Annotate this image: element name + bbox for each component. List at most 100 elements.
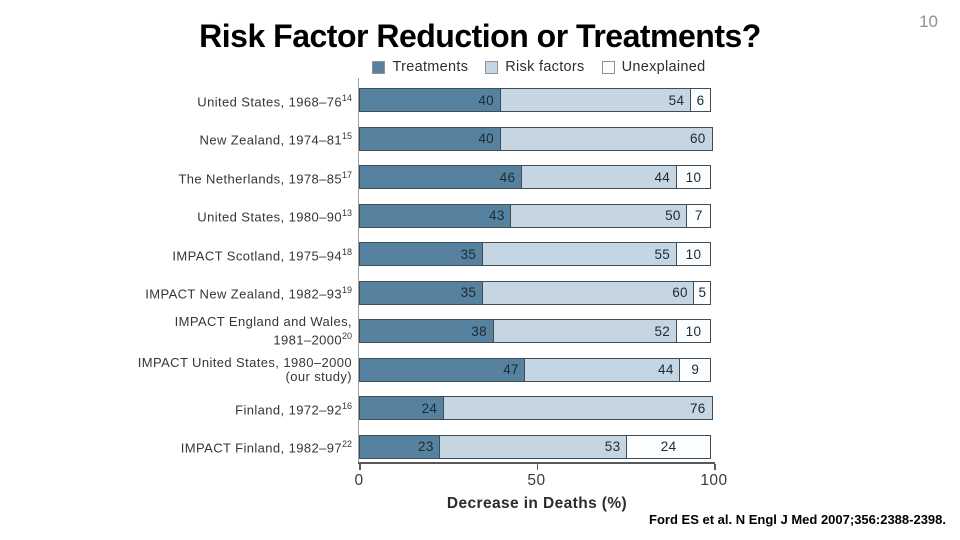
bar-segment-treatments: 40 bbox=[359, 88, 501, 112]
x-axis-tick-label: 50 bbox=[527, 472, 546, 489]
reference-superscript: 14 bbox=[341, 92, 352, 103]
bar-segment-treatments: 24 bbox=[359, 396, 445, 420]
row-label-line: United States, 1968–7614 bbox=[197, 92, 352, 110]
row-label: IMPACT New Zealand, 1982–9319 bbox=[22, 281, 352, 305]
bar-segment-risk-factors: 60 bbox=[499, 126, 713, 151]
segment-value: 47 bbox=[503, 362, 519, 377]
x-axis-title: Decrease in Deaths (%) bbox=[446, 495, 628, 512]
legend-swatch-icon bbox=[601, 60, 615, 74]
bar-segment-risk-factors: 52 bbox=[492, 319, 678, 343]
reference-superscript: 20 bbox=[341, 330, 352, 341]
segment-value: 60 bbox=[672, 285, 688, 300]
row-label: United States, 1980–9013 bbox=[22, 204, 352, 228]
bar-segment-risk-factors: 76 bbox=[442, 396, 713, 420]
bar-segment-risk-factors: 44 bbox=[520, 165, 678, 189]
bar-segment-unexplained: 6 bbox=[689, 88, 712, 112]
segment-value: 43 bbox=[489, 208, 505, 223]
segment-value: 10 bbox=[685, 169, 702, 185]
stacked-bar: 40 54 6 bbox=[359, 88, 714, 112]
segment-value: 5 bbox=[698, 285, 707, 300]
slide-title: Risk Factor Reduction or Treatments? bbox=[199, 18, 761, 54]
x-axis-line bbox=[358, 462, 715, 464]
chart-row: IMPACT England and Wales, 1981–200020 38 52… bbox=[0, 314, 960, 347]
legend-item-treatments: Treatments bbox=[372, 59, 468, 75]
stacked-bar: 24 76 bbox=[359, 396, 714, 420]
chart-legend: Treatments Risk factors Unexplained bbox=[349, 59, 729, 75]
chart-row: IMPACT Scotland, 1975–9418 35 55 10 bbox=[0, 242, 960, 266]
segment-value: 7 bbox=[694, 208, 703, 223]
legend-label: Unexplained bbox=[621, 59, 706, 75]
chart-row: IMPACT Finland, 1982–9722 23 53 24 bbox=[0, 434, 960, 459]
stacked-bar: 38 52 10 bbox=[359, 319, 714, 343]
row-label-line: Finland, 1972–9216 bbox=[235, 400, 352, 418]
bar-segment-unexplained: 24 bbox=[626, 434, 712, 459]
reference-superscript: 18 bbox=[341, 246, 352, 257]
legend-swatch-icon bbox=[372, 60, 386, 74]
bar-segment-unexplained: 10 bbox=[675, 242, 712, 266]
segment-value: 24 bbox=[660, 439, 677, 454]
stacked-bar: 35 55 10 bbox=[359, 242, 714, 266]
row-label: IMPACT United States, 1980–2000 (our stud… bbox=[22, 354, 352, 383]
row-label: Finland, 1972–9216 bbox=[22, 396, 352, 420]
x-axis-tick bbox=[359, 464, 361, 470]
stacked-bar: 40 60 bbox=[359, 126, 714, 151]
stacked-bar: 47 44 9 bbox=[359, 357, 714, 382]
legend-item-risk-factors: Risk factors bbox=[485, 59, 584, 75]
bar-segment-risk-factors: 53 bbox=[439, 434, 628, 459]
bar-segment-risk-factors: 50 bbox=[510, 203, 688, 228]
bar-segment-unexplained: 9 bbox=[679, 357, 712, 382]
segment-value: 50 bbox=[665, 208, 681, 223]
chart-row: Finland, 1972–9216 24 76 bbox=[0, 396, 960, 420]
bar-segment-treatments: 43 bbox=[359, 203, 512, 228]
citation: Ford ES et al. N Engl J Med 2007;356:238… bbox=[649, 512, 946, 527]
bar-segment-unexplained: 5 bbox=[693, 280, 712, 305]
stacked-bar: 35 60 5 bbox=[359, 280, 714, 305]
stacked-bar: 43 50 7 bbox=[359, 203, 714, 228]
x-axis-tick-label: 100 bbox=[700, 472, 728, 489]
segment-value: 6 bbox=[696, 92, 705, 108]
reference-superscript: 16 bbox=[341, 400, 352, 411]
segment-value: 53 bbox=[604, 439, 621, 454]
segment-value: 9 bbox=[691, 362, 700, 377]
row-label: IMPACT Scotland, 1975–9418 bbox=[22, 242, 352, 266]
row-label: New Zealand, 1974–8115 bbox=[22, 127, 352, 151]
bar-segment-risk-factors: 54 bbox=[499, 88, 692, 112]
bar-segment-unexplained: 10 bbox=[675, 165, 712, 189]
bar-segment-unexplained: 7 bbox=[686, 203, 712, 228]
page-number: 10 bbox=[919, 12, 938, 31]
row-label-line: IMPACT Scotland, 1975–9418 bbox=[172, 246, 352, 264]
segment-value: 44 bbox=[658, 362, 674, 377]
legend-swatch-icon bbox=[485, 60, 499, 74]
bar-segment-treatments: 23 bbox=[359, 434, 441, 459]
y-axis-line bbox=[358, 78, 359, 463]
chart-row: IMPACT New Zealand, 1982–9319 35 60 5 bbox=[0, 280, 960, 305]
segment-value: 52 bbox=[654, 323, 671, 339]
segment-value: 40 bbox=[478, 92, 494, 108]
segment-value: 24 bbox=[421, 400, 438, 416]
segment-value: 60 bbox=[689, 131, 706, 146]
segment-value: 54 bbox=[668, 92, 685, 108]
legend-label: Treatments bbox=[392, 59, 469, 75]
reference-superscript: 17 bbox=[341, 169, 352, 180]
row-label: IMPACT Finland, 1982–9722 bbox=[22, 435, 352, 459]
segment-value: 55 bbox=[654, 246, 671, 262]
row-label-line: United States, 1980–9013 bbox=[197, 208, 352, 225]
bar-segment-treatments: 40 bbox=[359, 126, 501, 151]
segment-value: 10 bbox=[685, 246, 702, 262]
chart-row: United States, 1980–9013 43 50 7 bbox=[0, 203, 960, 228]
legend-label: Risk factors bbox=[505, 59, 585, 75]
stacked-bar: 23 53 24 bbox=[359, 434, 714, 459]
row-label-line: The Netherlands, 1978–8517 bbox=[178, 169, 352, 187]
bar-segment-treatments: 47 bbox=[359, 357, 526, 382]
bar-segment-unexplained: 10 bbox=[675, 319, 712, 343]
reference-superscript: 15 bbox=[341, 131, 352, 142]
row-label: IMPACT England and Wales, 1981–200020 bbox=[22, 314, 352, 346]
row-label: The Netherlands, 1978–8517 bbox=[22, 165, 352, 189]
x-axis-tick bbox=[536, 464, 538, 470]
row-label-line: IMPACT England and Wales, bbox=[174, 313, 352, 329]
segment-value: 10 bbox=[685, 323, 702, 339]
bar-segment-treatments: 38 bbox=[359, 319, 494, 343]
row-label-line: IMPACT United States, 1980–2000 bbox=[137, 354, 352, 370]
reference-superscript: 13 bbox=[341, 208, 352, 219]
